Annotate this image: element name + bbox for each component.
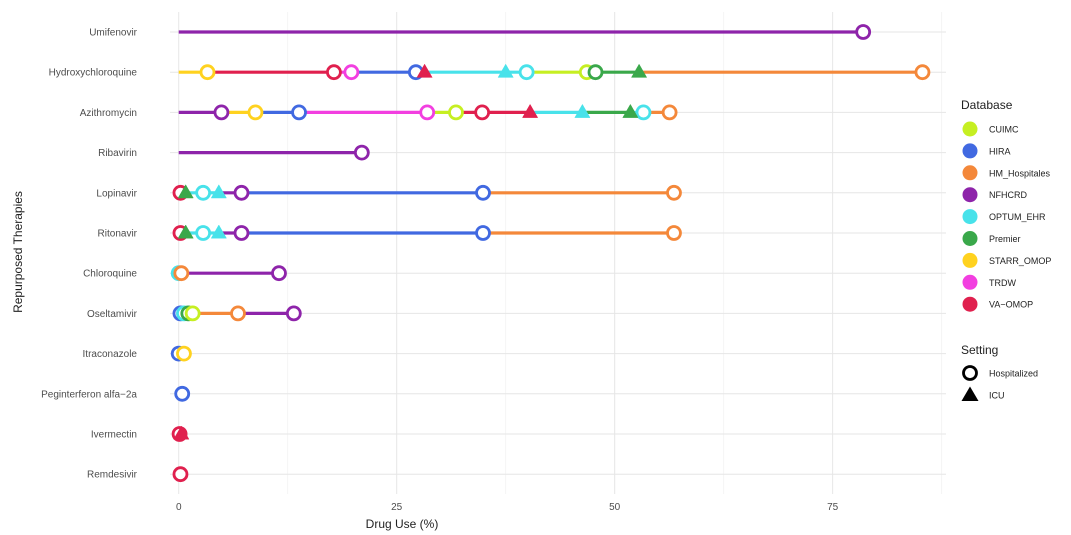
segment-layer [178, 30, 923, 476]
point-hydroxychloroquine-va-omop-icu [416, 63, 433, 78]
x-axis-title: Drug Use (%) [366, 517, 439, 531]
point-azithromycin-va-omop-hospitalized [474, 104, 491, 121]
point-chloroquine-nfhcrd-hospitalized [271, 265, 287, 282]
point-hydroxychloroquine-hm-hospitales-hospitalized [914, 64, 931, 81]
legend-key-optum-ehr [962, 209, 978, 225]
point-azithromycin-premier-icu [622, 103, 639, 118]
y-axis-title: Repurposed Therapies [11, 191, 25, 313]
y-tick-label-lopinavir: Lopinavir [96, 188, 137, 199]
legend-key-hira [962, 143, 978, 159]
point-lopinavir-optum-ehr-icu [210, 184, 227, 199]
legend-key-icu [961, 386, 979, 401]
point-hydroxychloroquine-trdw-hospitalized [343, 64, 360, 81]
y-tick-labels: Umifenovir Hydroxychloroquine Azithromycin… [41, 28, 138, 481]
point-ritonavir-optum-ehr-hospitalized [195, 225, 212, 241]
legend-key-cuimc [962, 121, 978, 137]
y-tick-label-hydroxychloroquine: Hydroxychloroquine [49, 68, 138, 79]
point-azithromycin-optum-ehr-hospitalized [635, 104, 652, 121]
y-tick-label-itraconazole: Itraconazole [83, 349, 138, 360]
y-tick-label-umifenovir: Umifenovir [89, 28, 137, 39]
point-hydroxychloroquine-va-omop-hospitalized [326, 64, 342, 81]
legend-label-trdw: TRDW [989, 278, 1016, 288]
point-lopinavir-optum-ehr-hospitalized [195, 184, 212, 201]
point-ritonavir-optum-ehr-icu [210, 224, 227, 239]
legend-key-hm-hospitales [962, 165, 978, 181]
legend-key-starr-omop [962, 252, 978, 268]
legend: Database CUIMC HIRA HM_Hospitales NFHCRD OPT… [961, 98, 1051, 401]
x-tick-label: 0 [176, 502, 182, 513]
point-azithromycin-cuimc-hospitalized [448, 104, 464, 121]
legend-key-premier [962, 231, 978, 246]
legend-label-optum-ehr: OPTUM_EHR [989, 212, 1046, 222]
legend-label-hospitalized: Hospitalized [989, 369, 1038, 379]
point-azithromycin-va-omop-icu [522, 103, 539, 118]
x-tick-label: 50 [609, 502, 621, 513]
point-ritonavir-hira-hospitalized [475, 225, 491, 241]
legend-key-trdw [962, 274, 978, 290]
point-hydroxychloroquine-optum-ehr-hospitalized [518, 64, 535, 81]
legend-label-va-omop: VA−OMOP [989, 300, 1033, 310]
point-azithromycin-trdw-hospitalized [419, 104, 436, 121]
legend-key-hospitalized [962, 365, 978, 381]
legend-label-premier: Premier [989, 234, 1021, 244]
point-hydroxychloroquine-starr-omop-hospitalized [199, 64, 216, 81]
point-ritonavir-premier-icu [177, 224, 194, 239]
grid-layer [170, 12, 946, 494]
y-tick-label-oseltamivir: Oseltamivir [87, 309, 138, 320]
point-lopinavir-hm-hospitales-hospitalized [666, 184, 682, 201]
point-ribavirin-nfhcrd-hospitalized [353, 144, 370, 161]
y-tick-label-ritonavir: Ritonavir [98, 229, 138, 240]
x-tick-labels: 0 25 50 75 [176, 502, 839, 513]
point-umifenovir-nfhcrd-hospitalized [855, 24, 872, 40]
point-oseltamivir-cuimc-hospitalized [184, 305, 201, 322]
point-itraconazole-starr-omop-hospitalized [176, 345, 192, 362]
point-chloroquine-hm-hospitales-hospitalized [173, 265, 190, 282]
legend-label-starr-omop: STARR_OMOP [989, 256, 1051, 266]
legend-key-nfhcrd [962, 187, 978, 203]
y-tick-label-ribavirin: Ribavirin [98, 148, 137, 159]
point-lopinavir-nfhcrd-hospitalized [233, 184, 250, 201]
point-peginterferon-alfa-2a-hira-hospitalized [174, 385, 191, 402]
legend-label-nfhcrd: NFHCRD [989, 190, 1027, 200]
legend-label-hm-hospitales: HM_Hospitales [989, 168, 1051, 178]
y-tick-label-peginterferon-alfa-2a: Peginterferon alfa−2a [41, 389, 137, 400]
point-oseltamivir-hm-hospitales-hospitalized [230, 305, 246, 322]
point-ivermectin-va-omop-icu [173, 425, 190, 440]
point-ritonavir-hm-hospitales-hospitalized [666, 225, 682, 241]
legend-title-setting: Setting [961, 343, 998, 357]
point-hydroxychloroquine-premier-icu [631, 63, 648, 78]
point-azithromycin-starr-omop-hospitalized [247, 104, 264, 121]
point-azithromycin-hm-hospitales-hospitalized [661, 104, 678, 121]
y-tick-label-ivermectin: Ivermectin [91, 430, 137, 441]
legend-label-icu: ICU [989, 391, 1005, 401]
point-azithromycin-hira-hospitalized [291, 104, 307, 121]
point-lopinavir-premier-icu [177, 184, 194, 199]
legend-label-cuimc: CUIMC [989, 125, 1019, 135]
point-oseltamivir-nfhcrd-hospitalized [285, 305, 302, 322]
point-remdesivir-va-omop-hospitalized [172, 466, 189, 483]
y-tick-label-remdesivir: Remdesivir [87, 470, 138, 481]
point-hydroxychloroquine-optum-ehr-icu [497, 63, 514, 78]
point-azithromycin-optum-ehr-icu [574, 103, 591, 118]
point-hydroxychloroquine-premier-hospitalized [587, 64, 604, 81]
point-layer [170, 24, 931, 483]
point-ritonavir-nfhcrd-hospitalized [233, 225, 250, 241]
legend-label-hira: HIRA [989, 146, 1011, 156]
point-azithromycin-nfhcrd-hospitalized [213, 104, 230, 121]
legend-title-database: Database [961, 98, 1013, 112]
y-tick-label-chloroquine: Chloroquine [83, 269, 137, 280]
y-tick-label-azithromycin: Azithromycin [80, 108, 137, 119]
legend-key-va-omop [962, 296, 978, 312]
point-lopinavir-hira-hospitalized [475, 184, 491, 201]
x-tick-label: 75 [827, 502, 839, 513]
x-tick-label: 25 [391, 502, 403, 513]
